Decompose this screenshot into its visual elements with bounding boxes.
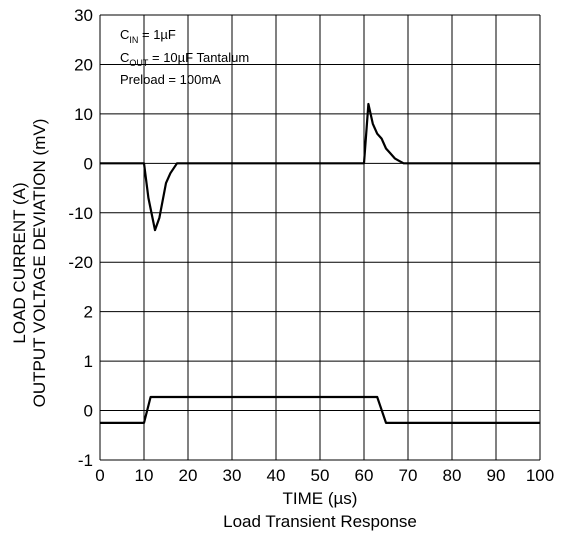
y-tick-label: -1 bbox=[78, 451, 93, 470]
y-tick-label: 2 bbox=[84, 303, 93, 322]
y-tick-label: -20 bbox=[68, 253, 93, 272]
x-axis-label: TIME (µs) bbox=[283, 489, 358, 508]
y-tick-label: 20 bbox=[74, 55, 93, 74]
annotation-line-3: Preload = 100mA bbox=[120, 72, 221, 87]
x-tick-label: 60 bbox=[355, 466, 374, 485]
y-tick-label: 0 bbox=[84, 154, 93, 173]
y-axis-label-output-voltage: OUTPUT VOLTAGE DEVIATION (mV) bbox=[30, 119, 49, 408]
output-voltage-deviation-trace bbox=[100, 102, 540, 232]
x-tick-label: 20 bbox=[179, 466, 198, 485]
y-tick-label: 10 bbox=[74, 105, 93, 124]
annotation-line-2: COUT = 10µF Tantalum bbox=[120, 50, 249, 68]
x-tick-label: 10 bbox=[135, 466, 154, 485]
x-tick-labels: 0 10 20 30 40 50 60 70 80 90 100 bbox=[95, 466, 554, 485]
x-tick-label: 70 bbox=[399, 466, 418, 485]
x-tick-label: 50 bbox=[311, 466, 330, 485]
x-tick-label: 0 bbox=[95, 466, 104, 485]
grid-lines bbox=[99, 14, 541, 461]
x-tick-label: 80 bbox=[443, 466, 462, 485]
x-tick-label: 40 bbox=[267, 466, 286, 485]
traces bbox=[100, 102, 540, 424]
y-tick-label: 30 bbox=[74, 6, 93, 25]
load-current-trace bbox=[100, 395, 540, 424]
x-tick-label: 90 bbox=[487, 466, 506, 485]
y-tick-label: 1 bbox=[84, 352, 93, 371]
y-axis-label-load-current: LOAD CURRENT (A) bbox=[10, 182, 29, 343]
conditions-annotation: CIN = 1µF COUT = 10µF Tantalum Preload = 1… bbox=[120, 27, 249, 87]
x-tick-label: 30 bbox=[223, 466, 242, 485]
x-tick-label: 100 bbox=[526, 466, 554, 485]
y-tick-label: -10 bbox=[68, 204, 93, 223]
annotation-line-1: CIN = 1µF bbox=[120, 27, 176, 45]
y-tick-label: 0 bbox=[84, 402, 93, 421]
chart-caption: Load Transient Response bbox=[223, 512, 417, 531]
